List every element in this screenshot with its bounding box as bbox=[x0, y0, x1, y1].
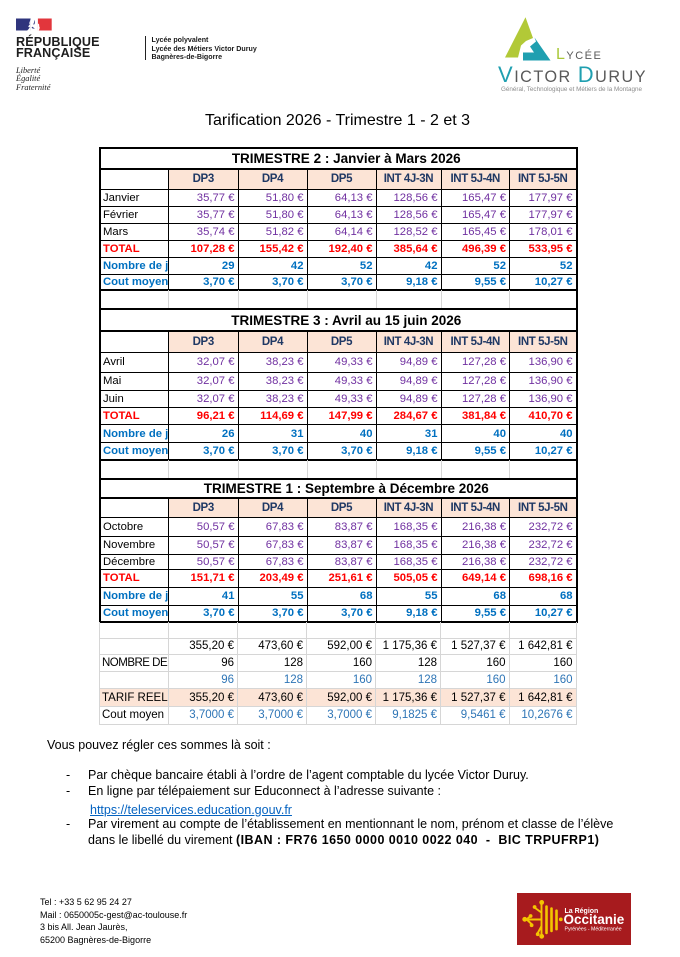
svg-text:Pyrénées - Méditerranée: Pyrénées - Méditerranée bbox=[565, 926, 622, 932]
svg-text:La Région: La Région bbox=[565, 908, 599, 915]
svg-text:Occitanie: Occitanie bbox=[564, 912, 625, 927]
